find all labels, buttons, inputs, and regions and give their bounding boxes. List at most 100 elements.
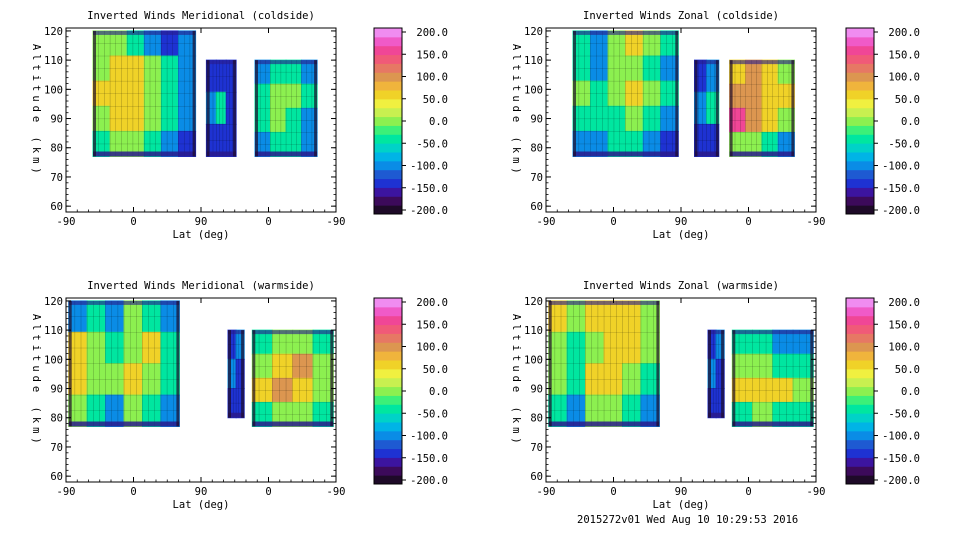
plot-area xyxy=(68,300,334,428)
colorbar-swatch xyxy=(846,169,874,180)
colorbar-swatch xyxy=(846,342,874,352)
x-tick-label: 0 xyxy=(610,216,616,228)
y-tick-label: 70 xyxy=(50,442,63,454)
contour-edge xyxy=(715,60,719,157)
data-cell xyxy=(607,105,627,132)
data-cell xyxy=(235,358,245,390)
contour-edge xyxy=(228,330,245,335)
contour-edge xyxy=(206,60,210,157)
colorbar-tick-label: -150.0 xyxy=(410,183,448,195)
data-cell xyxy=(603,394,623,428)
y-axis-label-char: A xyxy=(30,314,42,321)
contour-edge xyxy=(93,30,196,35)
data-cell xyxy=(235,329,245,360)
data-cell xyxy=(777,107,795,133)
colorbar-swatch xyxy=(846,196,874,206)
colorbar-swatch xyxy=(374,45,402,56)
y-axis-label-char: u xyxy=(510,95,522,101)
data-cell xyxy=(548,363,568,396)
data-cell xyxy=(777,131,795,158)
contour-edge xyxy=(548,421,660,427)
data-cell xyxy=(572,130,592,158)
y-tick-label: 90 xyxy=(530,114,543,126)
data-cell xyxy=(126,30,145,57)
colorbar-swatch xyxy=(846,116,874,126)
data-cell xyxy=(285,83,303,109)
colorbar-swatch xyxy=(374,386,402,396)
y-axis-label-char: ) xyxy=(30,167,42,173)
y-axis-label-char: e xyxy=(510,116,522,122)
data-cell xyxy=(761,59,779,85)
colorbar-swatch xyxy=(846,413,874,423)
colorbar-tick-label: -100.0 xyxy=(882,431,920,443)
colorbar-swatch xyxy=(846,306,874,317)
data-cell xyxy=(205,59,217,93)
colorbar-swatch xyxy=(374,36,402,47)
colorbar-tick-label: -100.0 xyxy=(410,161,448,173)
x-tick-label: 90 xyxy=(675,216,688,228)
data-cell xyxy=(745,59,763,85)
data-cell xyxy=(160,331,180,365)
data-cell xyxy=(143,55,162,82)
colorbar-tick-label: -200.0 xyxy=(882,475,920,487)
contour-edge xyxy=(176,300,180,427)
contour-edge xyxy=(252,330,334,335)
data-cell xyxy=(731,329,754,355)
contour-edge xyxy=(732,330,736,427)
y-tick-label: 110 xyxy=(44,55,63,67)
data-cell xyxy=(660,130,679,158)
data-cell xyxy=(622,331,642,365)
data-cell xyxy=(772,329,794,355)
data-cell xyxy=(622,300,642,333)
y-axis-label-char: i xyxy=(510,345,522,351)
colorbar-swatch xyxy=(374,457,402,467)
data-cell xyxy=(225,123,237,158)
contour-edge xyxy=(548,300,552,427)
y-tick-label: 120 xyxy=(44,26,63,38)
colorbar-swatch xyxy=(846,125,874,135)
contour-edge xyxy=(255,60,258,157)
data-cell xyxy=(142,363,162,396)
chart-title: Inverted Winds Zonal (warmside) xyxy=(583,280,779,292)
colorbar-swatch xyxy=(374,98,402,109)
y-axis-label-char: ) xyxy=(510,437,522,443)
colorbar-swatch xyxy=(846,377,874,388)
data-cell xyxy=(205,123,217,158)
colorbar-swatch xyxy=(846,107,874,118)
data-cell xyxy=(548,300,568,333)
data-cell xyxy=(254,131,272,158)
colorbar-swatch xyxy=(846,466,874,476)
data-cell xyxy=(660,55,679,82)
colorbar-swatch xyxy=(846,134,874,144)
y-axis-label-char: t xyxy=(510,334,522,340)
data-cell xyxy=(126,105,145,132)
y-tick-label: 110 xyxy=(524,55,543,67)
y-axis-label-char: t xyxy=(30,85,42,91)
data-cell xyxy=(566,394,587,428)
contour-edge xyxy=(732,330,814,335)
colorbar-swatch xyxy=(374,81,402,91)
y-tick-label: 60 xyxy=(530,471,543,483)
chart-panel: Inverted Winds Meridional (warmside) 60 70… xyxy=(30,280,448,511)
x-tick-label: -90 xyxy=(327,486,346,498)
data-cell xyxy=(270,59,287,85)
data-cell xyxy=(752,401,774,428)
y-tick-label: 90 xyxy=(50,384,63,396)
data-cell xyxy=(548,331,568,365)
data-cell xyxy=(566,331,587,365)
colorbar-swatch xyxy=(846,45,874,56)
data-cell xyxy=(301,131,318,158)
data-cell xyxy=(642,130,662,158)
colorbar-swatch xyxy=(374,333,402,343)
data-cell xyxy=(642,55,662,82)
colorbar-swatch xyxy=(846,360,874,370)
data-cell xyxy=(301,83,318,109)
data-cell xyxy=(707,329,717,360)
contour-edge xyxy=(93,30,96,157)
y-axis-label-char: e xyxy=(30,386,42,392)
contour-edge xyxy=(68,421,180,427)
data-cell xyxy=(272,329,294,355)
colorbar-swatch xyxy=(374,315,402,326)
colorbar-tick-label: -50.0 xyxy=(416,408,448,420)
colorbar-tick-label: 150.0 xyxy=(416,319,448,331)
